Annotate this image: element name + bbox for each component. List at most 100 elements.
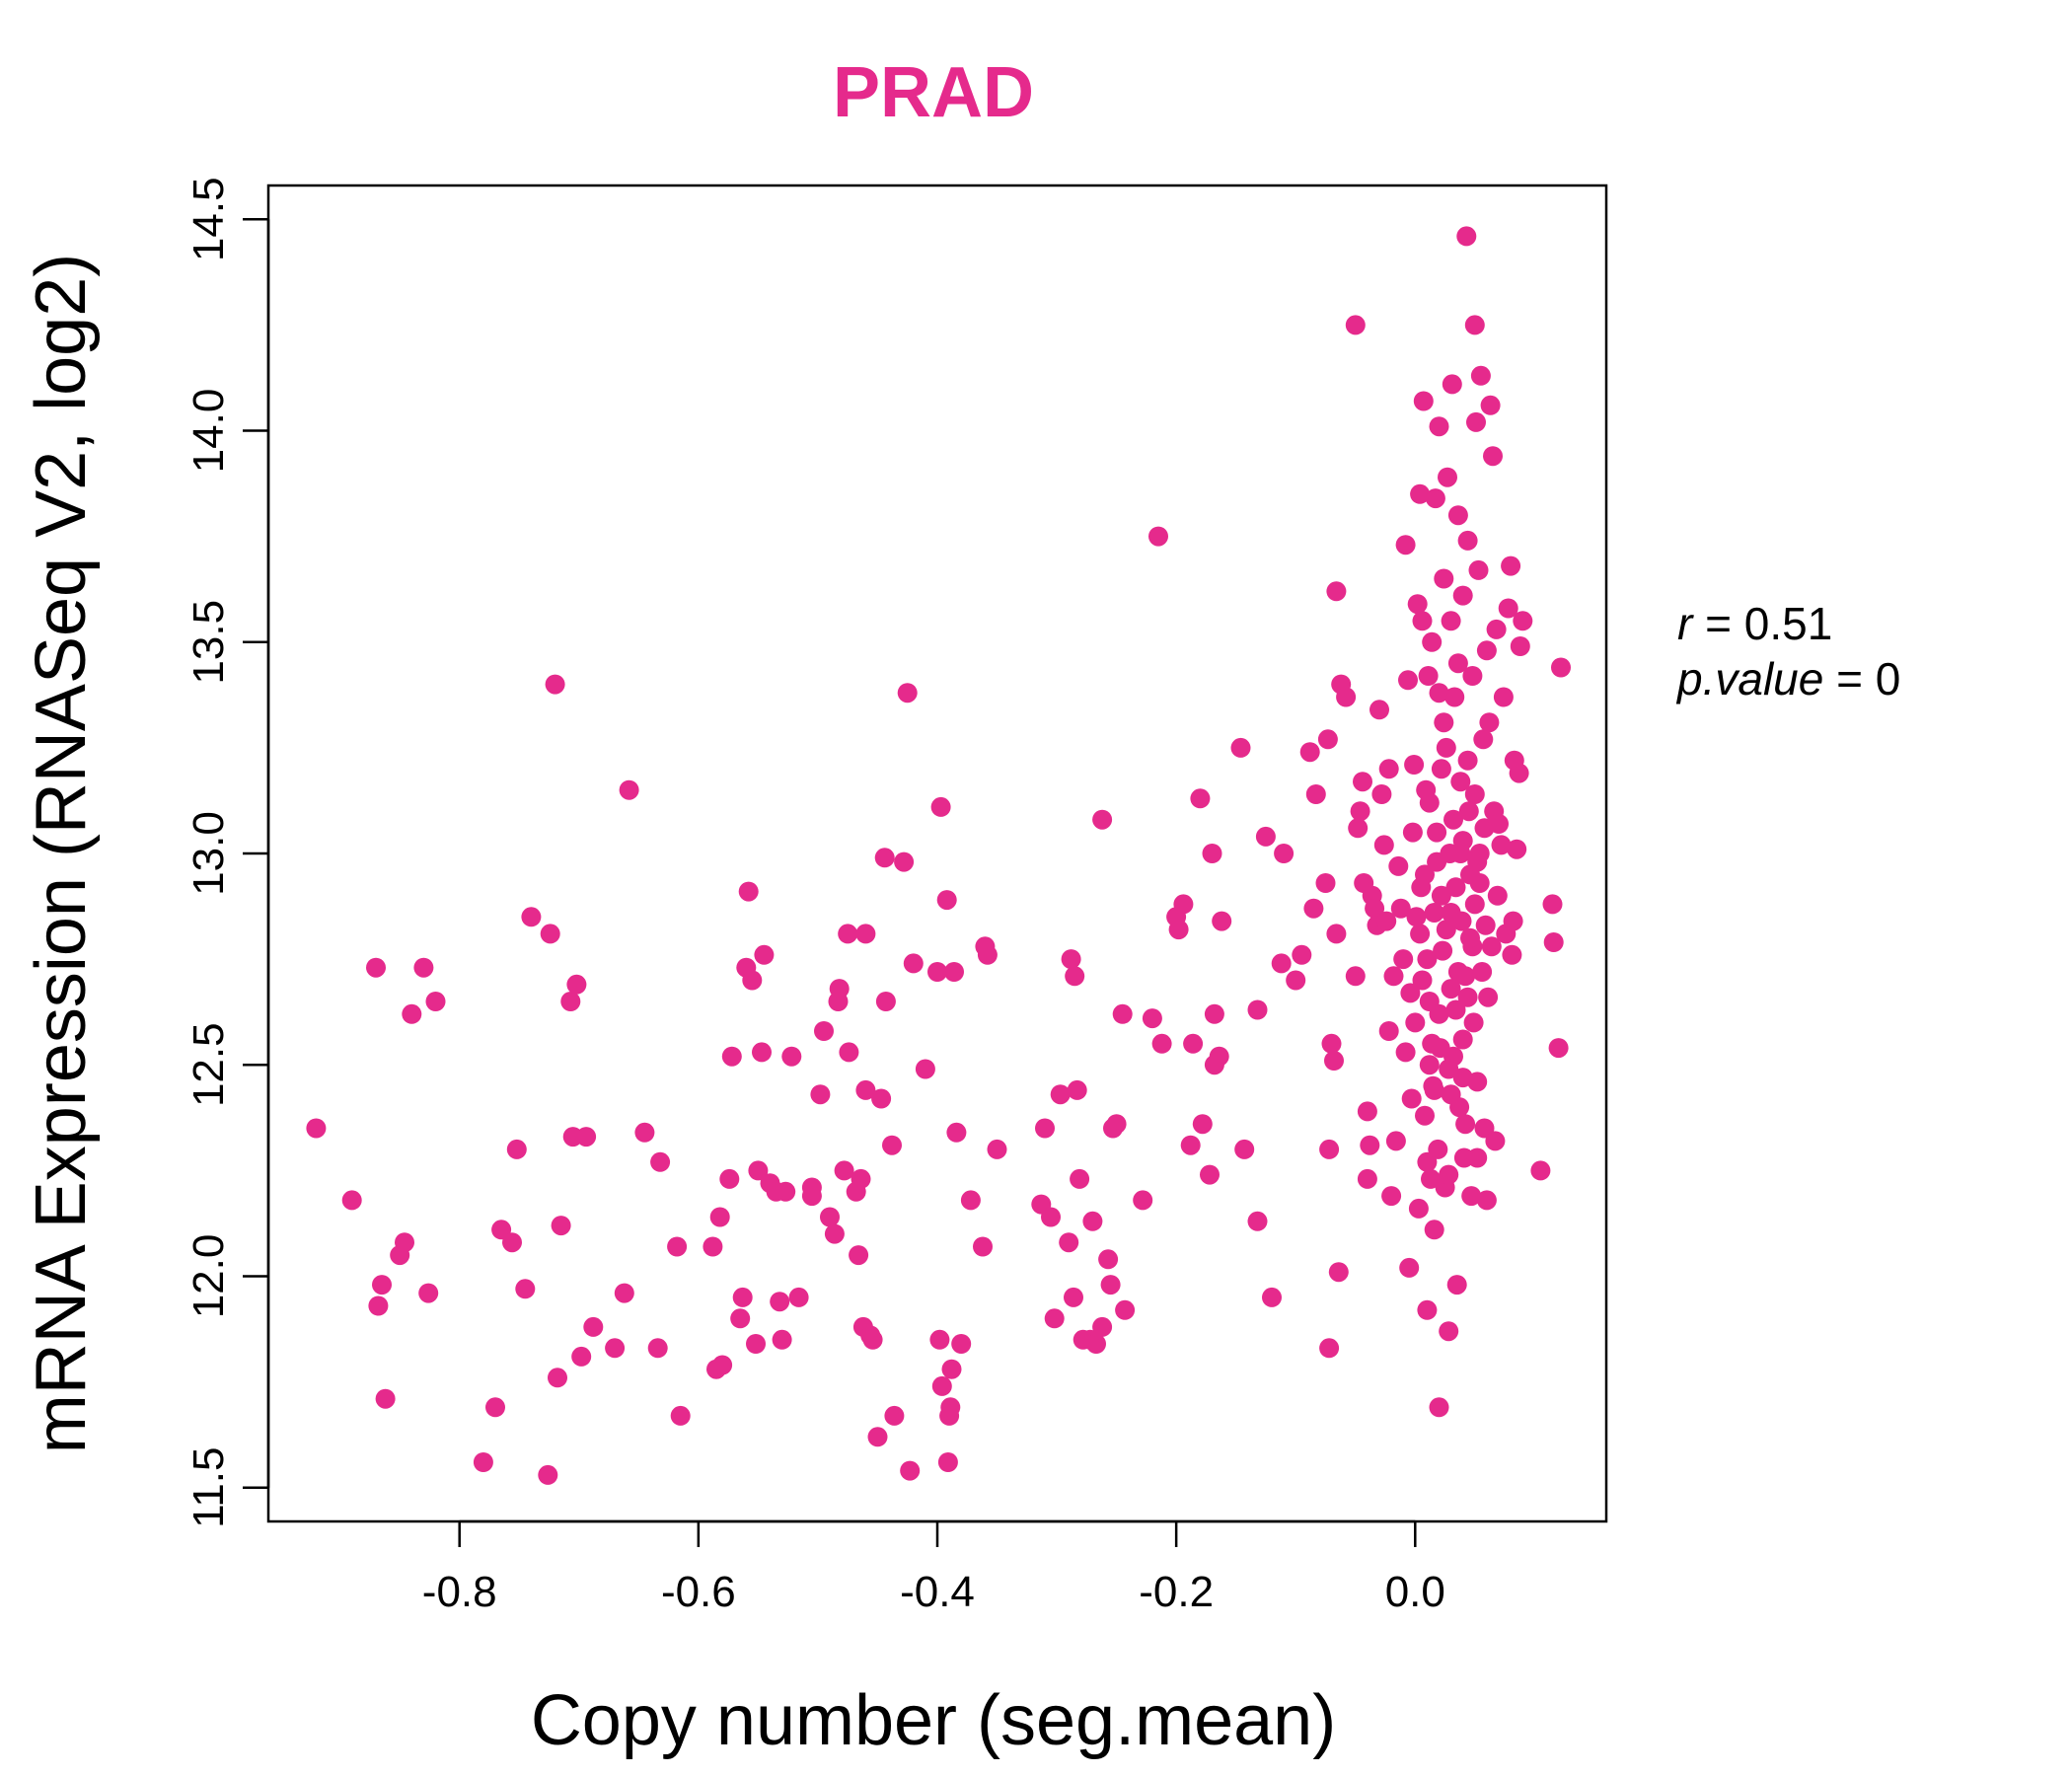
data-point [754,944,775,965]
data-point [1234,1139,1255,1159]
data-point [1457,987,1478,1007]
data-point [1050,1084,1071,1105]
data-point [1417,1151,1438,1172]
data-point [1429,683,1449,703]
data-point [473,1452,493,1472]
data-point [1324,1051,1344,1071]
data-point [931,1375,952,1396]
data-point [748,1160,769,1181]
data-point [703,1236,723,1257]
data-point [1433,940,1453,961]
data-point [1112,1003,1133,1024]
y-tick-label: 13.0 [185,811,233,896]
data-point [1410,483,1431,504]
data-point [1464,315,1485,335]
data-point [1360,1135,1380,1155]
data-point [1485,1131,1506,1151]
data-point [1447,962,1468,982]
data-point [1439,1321,1459,1342]
data-point [1402,822,1423,843]
data-point [1463,1012,1484,1033]
data-point [1378,759,1399,779]
data-point [1255,826,1276,847]
data-point [1431,885,1451,906]
data-point [1168,920,1189,940]
data-point [1452,1029,1473,1050]
data-point [1452,585,1473,606]
data-point [1468,559,1489,580]
data-point [1059,1232,1079,1253]
data-point [1064,1287,1083,1307]
data-point [1365,898,1385,919]
data-point [1192,1114,1213,1135]
data-point [372,1275,392,1295]
data-point [1404,755,1425,775]
data-point [1098,1249,1119,1270]
data-point [1407,594,1428,615]
data-point [1510,636,1530,656]
data-point [1408,1198,1429,1219]
data-point [1376,911,1397,931]
data-point [987,1139,1007,1159]
plot-frame [266,184,1608,1523]
data-point [1491,835,1512,855]
data-point [849,1245,869,1266]
data-point [738,881,759,902]
p-value-stat: p.value = 0 [1675,653,1900,704]
data-point [1400,983,1421,1003]
data-point [1385,1131,1406,1151]
data-point [368,1295,389,1316]
x-tick-label: -0.6 [661,1568,736,1616]
data-point [1493,687,1514,707]
data-point [571,1346,592,1367]
data-point [1441,903,1461,923]
data-point [1115,1299,1136,1320]
data-point [882,1135,902,1155]
data-point [915,1059,935,1079]
data-point [1286,970,1306,991]
y-tick-label: 13.5 [185,600,233,685]
data-point [1410,924,1431,944]
p-label: p.value [1675,653,1823,704]
data-point [375,1388,396,1409]
data-point [1456,226,1477,247]
data-point [538,1464,558,1485]
data-point [1467,1147,1488,1168]
data-point [709,1207,730,1227]
data-point [341,1190,362,1211]
data-point [1328,1262,1349,1283]
data-point [820,1207,840,1227]
data-point [1348,818,1369,839]
data-point [851,1168,871,1189]
data-point [973,1236,993,1257]
data-point [951,1334,972,1354]
data-point [1431,759,1451,779]
data-point [1498,598,1518,619]
data-point [1371,784,1392,804]
data-point [1190,788,1211,809]
data-point [1326,924,1347,944]
r-stat: r = 0.51 [1677,598,1832,649]
points-layer [306,226,1571,1485]
data-point [1481,936,1502,957]
y-axis: 11.5 12.0 12.5 13.0 13.5 14.0 14.5 [185,177,270,1528]
data-point [1345,966,1366,987]
data-point [1466,411,1486,432]
data-point [1315,873,1336,893]
data-point [1464,784,1485,804]
data-point [1148,526,1168,547]
data-point [1542,894,1563,915]
data-point [903,953,924,974]
data-point [1398,670,1418,691]
data-point [1212,911,1232,931]
data-point [730,1308,751,1329]
data-point [1067,1079,1087,1100]
data-point [1501,555,1521,576]
data-point [1422,1033,1443,1054]
data-point [1247,999,1268,1020]
data-point [1452,1068,1473,1088]
data-point [548,1368,567,1388]
data-point [1513,611,1533,631]
data-point [929,1329,950,1350]
x-tick-label: 0.0 [1385,1568,1445,1616]
